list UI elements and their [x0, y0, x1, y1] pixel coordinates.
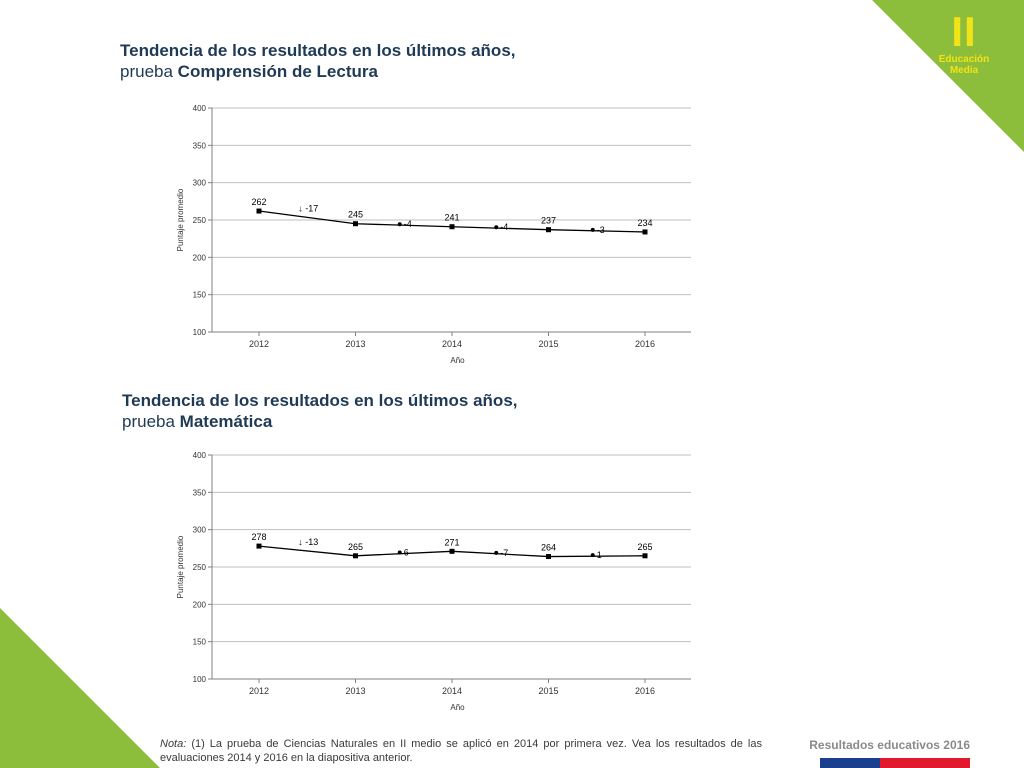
change-arrow-icon: ↓ [298, 537, 303, 547]
change-label: -3 [597, 225, 605, 235]
y-tick-label: 200 [193, 253, 207, 262]
section-title-subject: Matemática [179, 412, 273, 431]
change-dot-icon [494, 225, 499, 230]
x-tick-label: 2012 [249, 339, 269, 349]
footnote-text: (1) La prueba de Ciencias Naturales en I… [160, 738, 762, 764]
flag-stripe [820, 758, 970, 768]
data-point [256, 543, 262, 549]
data-label: 237 [541, 216, 556, 226]
section-title-line2: prueba Comprensión de Lectura [120, 61, 516, 82]
section-title-lectura: Tendencia de los resultados en los últim… [120, 40, 516, 82]
data-point [642, 553, 648, 559]
x-tick-label: 2012 [249, 686, 269, 696]
level-label-line2: Media [949, 65, 979, 76]
data-label: 271 [444, 537, 459, 547]
y-tick-label: 250 [193, 216, 207, 225]
x-tick-label: 2016 [635, 339, 655, 349]
x-tick-label: 2014 [442, 339, 462, 349]
data-label: 278 [251, 532, 266, 542]
chart-matematica: 100 150 200 250 300 350 400 2012 2013 2014 2015 201… [176, 451, 691, 712]
chart-lectura: 100 150 200 250 300 350 400 2012 2013 2014 2015 201… [176, 104, 691, 365]
change-dot-icon [590, 227, 595, 232]
change-dot-icon [397, 550, 402, 555]
section-title-subject: Comprensión de Lectura [177, 62, 378, 81]
change-label: 1 [597, 550, 602, 560]
section-title-line2: prueba Matemática [122, 411, 518, 432]
corner-decoration-bottom-left [0, 608, 160, 768]
x-tick-label: 2015 [538, 339, 558, 349]
y-axis-label: Puntaje promedio [176, 535, 185, 598]
data-point [449, 548, 455, 554]
section-title-matematica: Tendencia de los resultados en los últim… [122, 390, 518, 432]
data-label: 241 [444, 213, 459, 223]
y-tick-label: 200 [193, 600, 207, 609]
y-tick-label: 100 [193, 328, 207, 337]
y-tick-label: 400 [193, 451, 207, 460]
change-arrow-icon: ↓ [298, 203, 303, 213]
y-tick-label: 300 [193, 526, 207, 535]
data-point [546, 554, 551, 560]
footnote-label: Nota: [160, 738, 187, 750]
change-dot-icon [590, 553, 595, 558]
footnote: Nota: (1) La prueba de Ciencias Naturale… [160, 737, 762, 765]
section-title-prefix: prueba [122, 412, 180, 431]
y-tick-label: 250 [193, 563, 207, 572]
data-label: 234 [637, 218, 652, 228]
change-dot-icon [494, 550, 499, 555]
y-tick-label: 150 [193, 291, 207, 300]
x-tick-label: 2013 [345, 686, 365, 696]
data-label: 265 [348, 542, 363, 552]
change-label: -13 [305, 537, 318, 547]
y-tick-label: 150 [193, 638, 207, 647]
level-numeral: II [951, 8, 977, 55]
data-label: 262 [251, 197, 266, 207]
section-title-line1: Tendencia de los resultados en los últim… [120, 41, 516, 60]
x-tick-label: 2014 [442, 686, 462, 696]
change-label: -7 [500, 548, 508, 558]
data-point [642, 229, 648, 235]
change-label: 6 [404, 548, 409, 558]
data-label: 264 [541, 543, 556, 553]
y-tick-label: 300 [193, 179, 207, 188]
data-label: 265 [637, 542, 652, 552]
y-tick-label: 350 [193, 141, 207, 150]
change-label: -4 [500, 222, 508, 232]
section-title-prefix: prueba [120, 62, 178, 81]
x-axis-label: Año [450, 356, 465, 365]
section-title-line1: Tendencia de los resultados en los últim… [122, 391, 518, 410]
data-label: 245 [348, 210, 363, 220]
y-tick-label: 100 [193, 675, 207, 684]
data-point [256, 208, 262, 214]
y-tick-label: 350 [193, 488, 207, 497]
data-point [449, 224, 455, 230]
change-dot-icon [397, 222, 402, 227]
x-axis-label: Año [450, 703, 465, 712]
flag-blue-segment [820, 758, 880, 768]
footer-brand: Resultados educativos 2016 [809, 738, 970, 752]
level-badge: II Educación Media [934, 8, 994, 77]
level-label-line1: Educación [938, 54, 990, 65]
data-point [546, 227, 551, 233]
data-point [353, 221, 358, 227]
change-label: -4 [404, 219, 412, 229]
change-label: -17 [305, 203, 318, 213]
y-axis-label: Puntaje promedio [176, 188, 185, 251]
x-tick-label: 2015 [538, 686, 558, 696]
flag-red-segment [880, 758, 970, 768]
corner-decoration-top-right [872, 0, 1024, 152]
data-point [353, 553, 358, 559]
x-tick-label: 2016 [635, 686, 655, 696]
x-tick-label: 2013 [345, 339, 365, 349]
y-tick-label: 400 [193, 104, 207, 113]
